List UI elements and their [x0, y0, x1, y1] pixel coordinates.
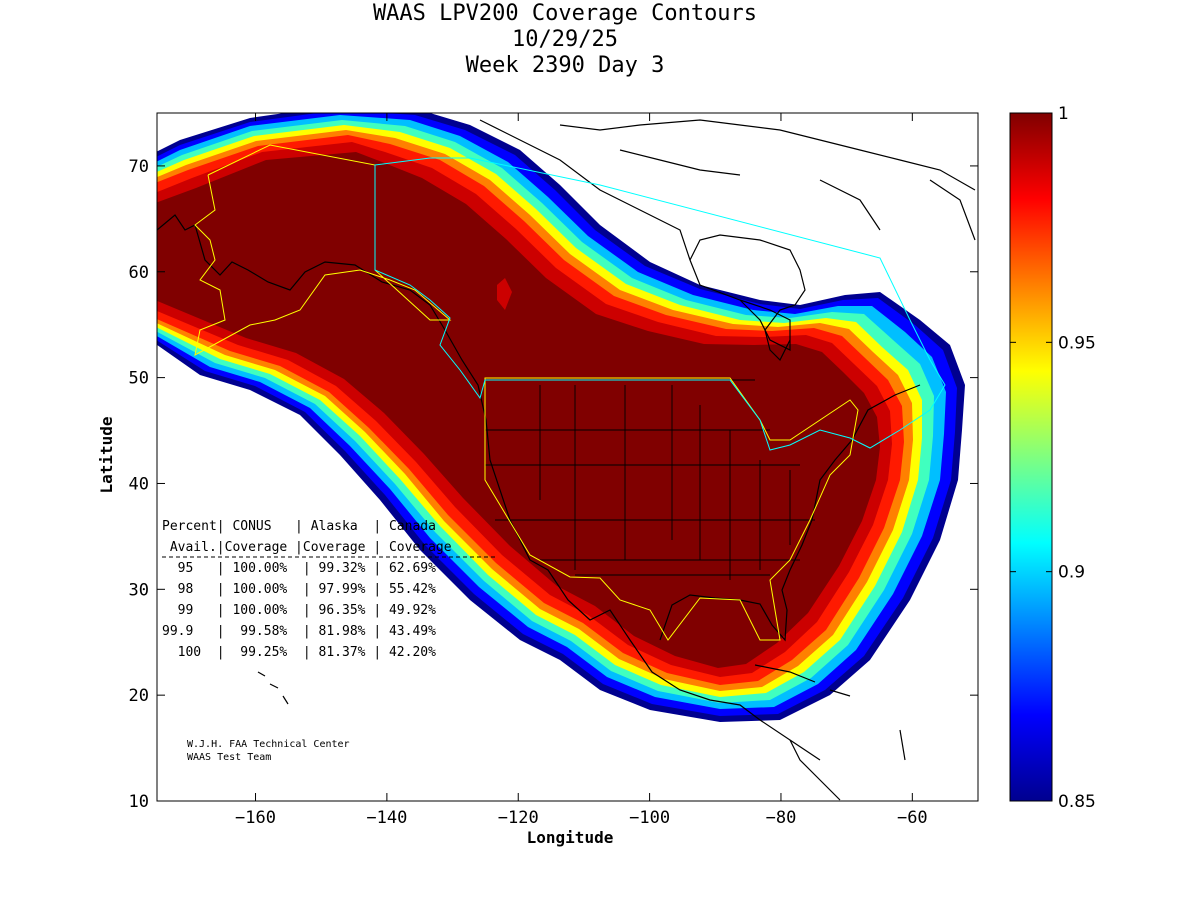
- conus-outline: [484, 377, 859, 641]
- table-rows: 95 | 100.00% | 99.32% | 62.69% 98 | 100.…: [162, 561, 436, 660]
- alaska-outline: [194, 144, 452, 356]
- y-tick-label: 20: [129, 686, 149, 706]
- y-tick-label: 60: [129, 263, 149, 283]
- x-tick-label: −140: [366, 808, 407, 828]
- hudson-bay: [689, 234, 806, 362]
- x-tick-label: −60: [897, 808, 928, 828]
- table-row: 99 | 100.00% | 96.35% | 49.92%: [162, 603, 436, 618]
- credit-line-1: W.J.H. FAA Technical Center: [187, 739, 350, 750]
- contour-hole: [497, 278, 512, 310]
- gulf-coast: [659, 384, 921, 642]
- service-area-outlines: [194, 144, 946, 641]
- y-tick-label: 30: [129, 580, 149, 600]
- contour-band-1: [157, 152, 880, 668]
- credit-line-2: WAAS Test Team: [187, 752, 271, 763]
- y-axis-label: Latitude: [97, 416, 116, 493]
- canada-arctic: [479, 119, 791, 351]
- chart-date: 10/29/25: [512, 27, 618, 52]
- chart-title: WAAS LPV200 Coverage Contours: [372, 1, 758, 26]
- chart-week-day: Week 2390 Day 3: [465, 53, 665, 78]
- x-tick-label: −160: [235, 808, 276, 828]
- colorbar-tick-label: 0.85: [1058, 792, 1096, 812]
- y-tick-label: 70: [129, 157, 149, 177]
- arctic-islands: [559, 119, 976, 241]
- coastlines: [157, 119, 976, 801]
- colorbar-tick-label: 0.95: [1058, 333, 1096, 353]
- colorbar: [1009, 112, 1053, 802]
- x-axis-label: Longitude: [527, 828, 614, 847]
- coverage-contours: [157, 113, 965, 722]
- x-tick-label: −100: [629, 808, 670, 828]
- plot-frame: [156, 112, 979, 802]
- canada-outline: [374, 157, 946, 451]
- colorbar-tick-label: 1: [1058, 104, 1069, 124]
- x-axis-ticks: −160 −140 −120 −100 −80 −60: [235, 113, 928, 828]
- hawaii: [257, 671, 289, 705]
- table-row: 100 | 99.25% | 81.37% | 42.20%: [162, 645, 436, 660]
- table-row: 99.9 | 99.58% | 81.98% | 43.49%: [162, 624, 436, 639]
- y-tick-label: 40: [129, 474, 149, 494]
- coverage-table: Percent| CONUS | Alaska | Canada Avail.|…: [162, 519, 495, 660]
- x-tick-label: −120: [498, 808, 539, 828]
- table-header-2: Avail.|Coverage |Coverage | Coverage: [162, 540, 452, 555]
- caribbean: [754, 664, 906, 761]
- x-tick-label: −80: [766, 808, 797, 828]
- y-tick-label: 50: [129, 369, 149, 389]
- y-axis-ticks: 10 20 30 40 50 60 70: [129, 157, 978, 812]
- colorbar-ticks: 1 0.95 0.9 0.85: [1010, 104, 1096, 812]
- table-row: 95 | 100.00% | 99.32% | 62.69%: [162, 561, 436, 576]
- north-america-coast: [157, 214, 841, 801]
- colorbar-tick-label: 0.9: [1058, 563, 1085, 583]
- table-row: 98 | 100.00% | 97.99% | 55.42%: [162, 582, 436, 597]
- y-tick-label: 10: [129, 792, 149, 812]
- table-header-1: Percent| CONUS | Alaska | Canada: [162, 519, 436, 534]
